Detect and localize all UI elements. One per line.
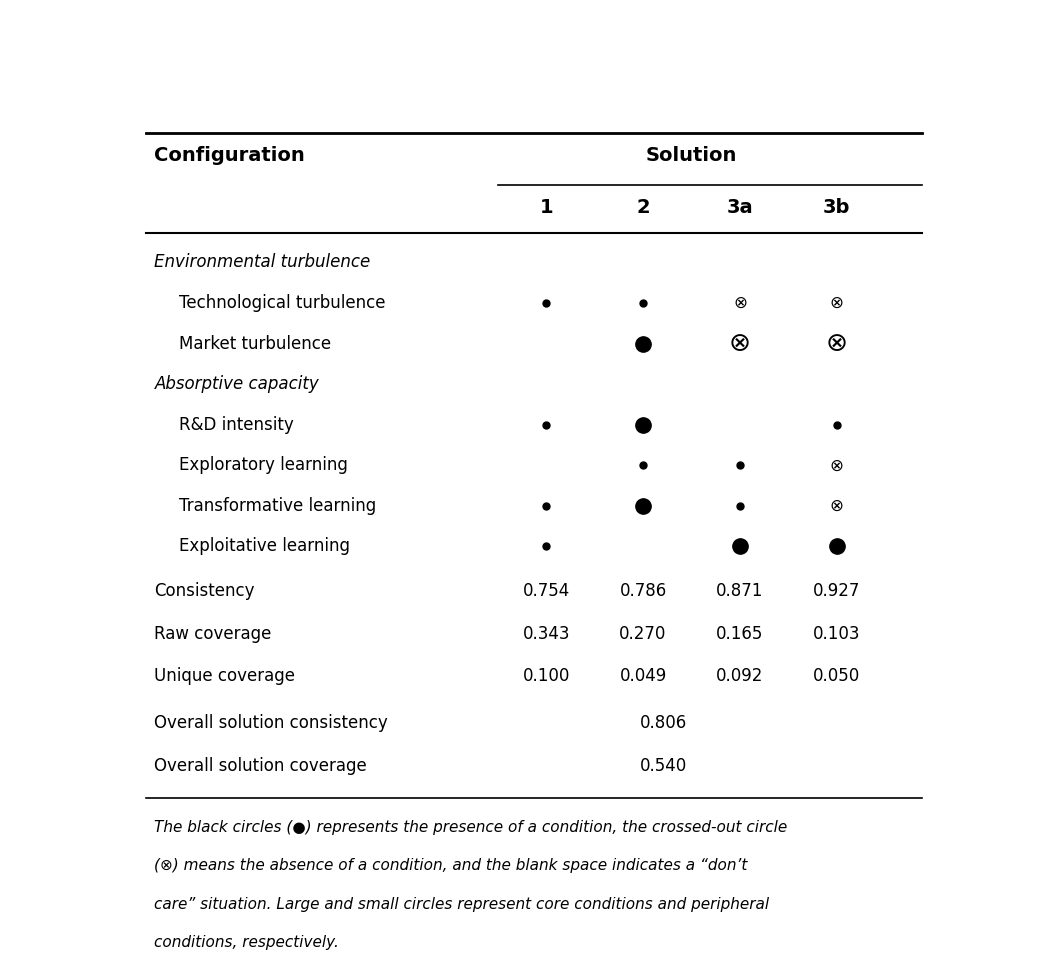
Text: 0.343: 0.343	[522, 625, 570, 643]
Text: 0.103: 0.103	[813, 625, 861, 643]
Text: Overall solution consistency: Overall solution consistency	[154, 714, 389, 732]
Text: Unique coverage: Unique coverage	[154, 668, 296, 685]
Text: (⊗) means the absence of a condition, and the blank space indicates a “don’t: (⊗) means the absence of a condition, an…	[154, 858, 748, 873]
Text: 0.786: 0.786	[619, 582, 667, 600]
Text: R&D intensity: R&D intensity	[179, 416, 294, 434]
Text: ⊗: ⊗	[733, 294, 747, 312]
Text: 1: 1	[540, 197, 553, 217]
Text: Technological turbulence: Technological turbulence	[179, 294, 386, 312]
Text: The black circles (●) represents the presence of a condition, the crossed-out ci: The black circles (●) represents the pre…	[154, 820, 788, 834]
Text: 0.927: 0.927	[813, 582, 861, 600]
Text: Environmental turbulence: Environmental turbulence	[154, 254, 371, 271]
Text: care” situation. Large and small circles represent core conditions and periphera: care” situation. Large and small circles…	[154, 897, 770, 911]
Text: Transformative learning: Transformative learning	[179, 497, 376, 514]
Text: Overall solution coverage: Overall solution coverage	[154, 757, 367, 775]
Text: 0.754: 0.754	[522, 582, 570, 600]
Text: Market turbulence: Market turbulence	[179, 334, 330, 353]
Text: conditions, respectively.: conditions, respectively.	[154, 935, 340, 950]
Text: ⊗: ⊗	[826, 331, 848, 356]
Text: ⊗: ⊗	[729, 331, 751, 356]
Text: Consistency: Consistency	[154, 582, 255, 600]
Text: 3b: 3b	[823, 197, 850, 217]
Text: 0.100: 0.100	[522, 668, 570, 685]
Text: ⊗: ⊗	[829, 456, 844, 474]
Text: Raw coverage: Raw coverage	[154, 625, 272, 643]
Text: ⊗: ⊗	[829, 294, 844, 312]
Text: 0.806: 0.806	[640, 714, 687, 732]
Text: 0.871: 0.871	[716, 582, 764, 600]
Text: Solution: Solution	[646, 146, 737, 165]
Text: 3a: 3a	[726, 197, 753, 217]
Text: ⊗: ⊗	[829, 497, 844, 514]
Text: Absorptive capacity: Absorptive capacity	[154, 376, 319, 393]
Text: 0.049: 0.049	[619, 668, 667, 685]
Text: 0.540: 0.540	[640, 757, 687, 775]
Text: 0.270: 0.270	[619, 625, 667, 643]
Text: 0.092: 0.092	[716, 668, 764, 685]
Text: Exploratory learning: Exploratory learning	[179, 456, 348, 474]
Text: 0.165: 0.165	[716, 625, 764, 643]
Text: Configuration: Configuration	[154, 146, 305, 165]
Text: 0.050: 0.050	[813, 668, 861, 685]
Text: 2: 2	[637, 197, 650, 217]
Text: Exploitative learning: Exploitative learning	[179, 537, 350, 556]
